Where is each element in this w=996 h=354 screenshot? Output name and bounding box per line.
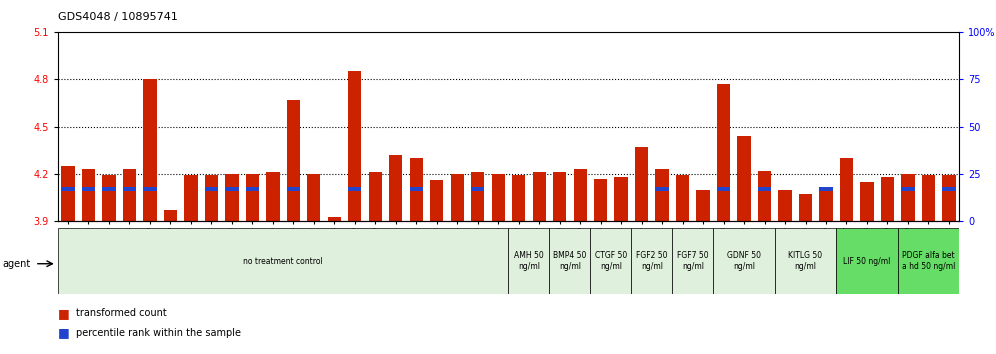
Bar [287, 187, 300, 191]
Bar [184, 176, 197, 221]
Bar [369, 172, 381, 221]
Text: PDGF alfa bet
a hd 50 ng/ml: PDGF alfa bet a hd 50 ng/ml [901, 251, 955, 271]
Bar [942, 176, 955, 221]
Bar [62, 166, 75, 221]
Bar [591, 228, 631, 294]
Bar [103, 187, 116, 191]
Bar [349, 187, 362, 191]
Bar [775, 228, 837, 294]
Bar [901, 187, 914, 191]
Bar [389, 155, 402, 221]
Bar [840, 158, 854, 221]
Text: no treatment control: no treatment control [243, 257, 323, 266]
Bar [58, 228, 509, 294]
Text: ■: ■ [58, 326, 70, 339]
Bar [631, 228, 672, 294]
Bar [676, 176, 689, 221]
Bar [143, 79, 156, 221]
Bar [820, 187, 833, 191]
Bar [430, 180, 443, 221]
Bar [471, 172, 484, 221]
Text: BMP4 50
ng/ml: BMP4 50 ng/ml [553, 251, 587, 271]
Text: KITLG 50
ng/ml: KITLG 50 ng/ml [789, 251, 823, 271]
Bar [717, 187, 730, 191]
Bar [143, 187, 156, 191]
Bar [409, 187, 423, 191]
Bar [450, 174, 464, 221]
Bar [820, 190, 833, 221]
Bar [778, 190, 792, 221]
Bar [717, 84, 730, 221]
Bar [287, 100, 300, 221]
Bar [246, 174, 259, 221]
Text: CTGF 50
ng/ml: CTGF 50 ng/ml [595, 251, 627, 271]
Text: FGF2 50
ng/ml: FGF2 50 ng/ml [636, 251, 667, 271]
Bar [713, 228, 775, 294]
Bar [163, 210, 177, 221]
Bar [574, 169, 587, 221]
Bar [492, 174, 505, 221]
Bar [409, 158, 423, 221]
Bar [246, 187, 259, 191]
Bar [225, 174, 239, 221]
Text: agent: agent [2, 259, 30, 269]
Bar [349, 71, 362, 221]
Bar [533, 172, 546, 221]
Bar [225, 187, 239, 191]
Bar [758, 187, 771, 191]
Text: ■: ■ [58, 307, 70, 320]
Bar [553, 172, 567, 221]
Bar [307, 174, 321, 221]
Bar [82, 187, 96, 191]
Bar [696, 190, 710, 221]
Bar [921, 176, 935, 221]
Bar [897, 228, 959, 294]
Bar [103, 176, 116, 221]
Bar [942, 187, 955, 191]
Bar [655, 169, 668, 221]
Text: FGF7 50
ng/ml: FGF7 50 ng/ml [677, 251, 708, 271]
Bar [266, 172, 280, 221]
Bar [205, 187, 218, 191]
Bar [123, 169, 136, 221]
Text: LIF 50 ng/ml: LIF 50 ng/ml [844, 257, 890, 266]
Bar [509, 228, 550, 294]
Bar [123, 187, 136, 191]
Bar [758, 171, 771, 221]
Bar [799, 194, 812, 221]
Bar [471, 187, 484, 191]
Text: GDS4048 / 10895741: GDS4048 / 10895741 [58, 12, 177, 22]
Bar [861, 182, 873, 221]
Text: AMH 50
ng/ml: AMH 50 ng/ml [514, 251, 544, 271]
Text: percentile rank within the sample: percentile rank within the sample [76, 328, 241, 338]
Bar [655, 187, 668, 191]
Bar [837, 228, 897, 294]
Bar [82, 169, 96, 221]
Bar [635, 147, 648, 221]
Bar [62, 187, 75, 191]
Bar [615, 177, 627, 221]
Bar [512, 176, 525, 221]
Text: GDNF 50
ng/ml: GDNF 50 ng/ml [727, 251, 761, 271]
Bar [205, 176, 218, 221]
Bar [901, 174, 914, 221]
Bar [550, 228, 591, 294]
Bar [672, 228, 713, 294]
Text: transformed count: transformed count [76, 308, 166, 318]
Bar [328, 217, 341, 221]
Bar [594, 179, 608, 221]
Bar [880, 177, 894, 221]
Bar [737, 136, 751, 221]
